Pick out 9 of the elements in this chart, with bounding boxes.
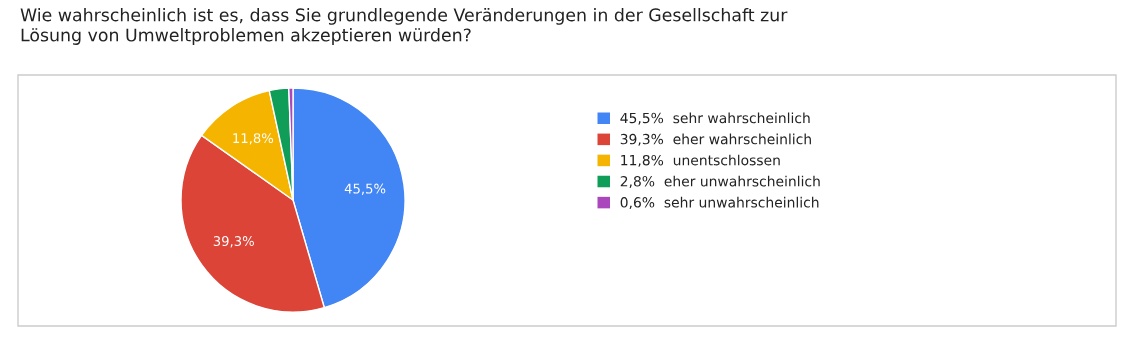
legend-label: 39,3% eher wahrscheinlich [620,133,811,146]
chart-title: Wie wahrscheinlich ist es, dass Sie grundlegende Veränderungen in der Gesellschaft zur Lösung von Umweltproblemen akzeptieren würden? [20,8,788,45]
data-label: 45,5% [344,183,386,195]
legend-label: 11,8% unentschlossen [621,154,780,167]
legend-label: 0,6% sehr unwahrscheinlich [620,196,819,209]
legend-label: 45,5% sehr wahrscheinlich [620,112,810,125]
legend-label: 2,8% eher unwahrscheinlich [620,175,820,188]
data-label: 39,3% [213,236,254,248]
data-label: 11,8% [233,133,274,145]
